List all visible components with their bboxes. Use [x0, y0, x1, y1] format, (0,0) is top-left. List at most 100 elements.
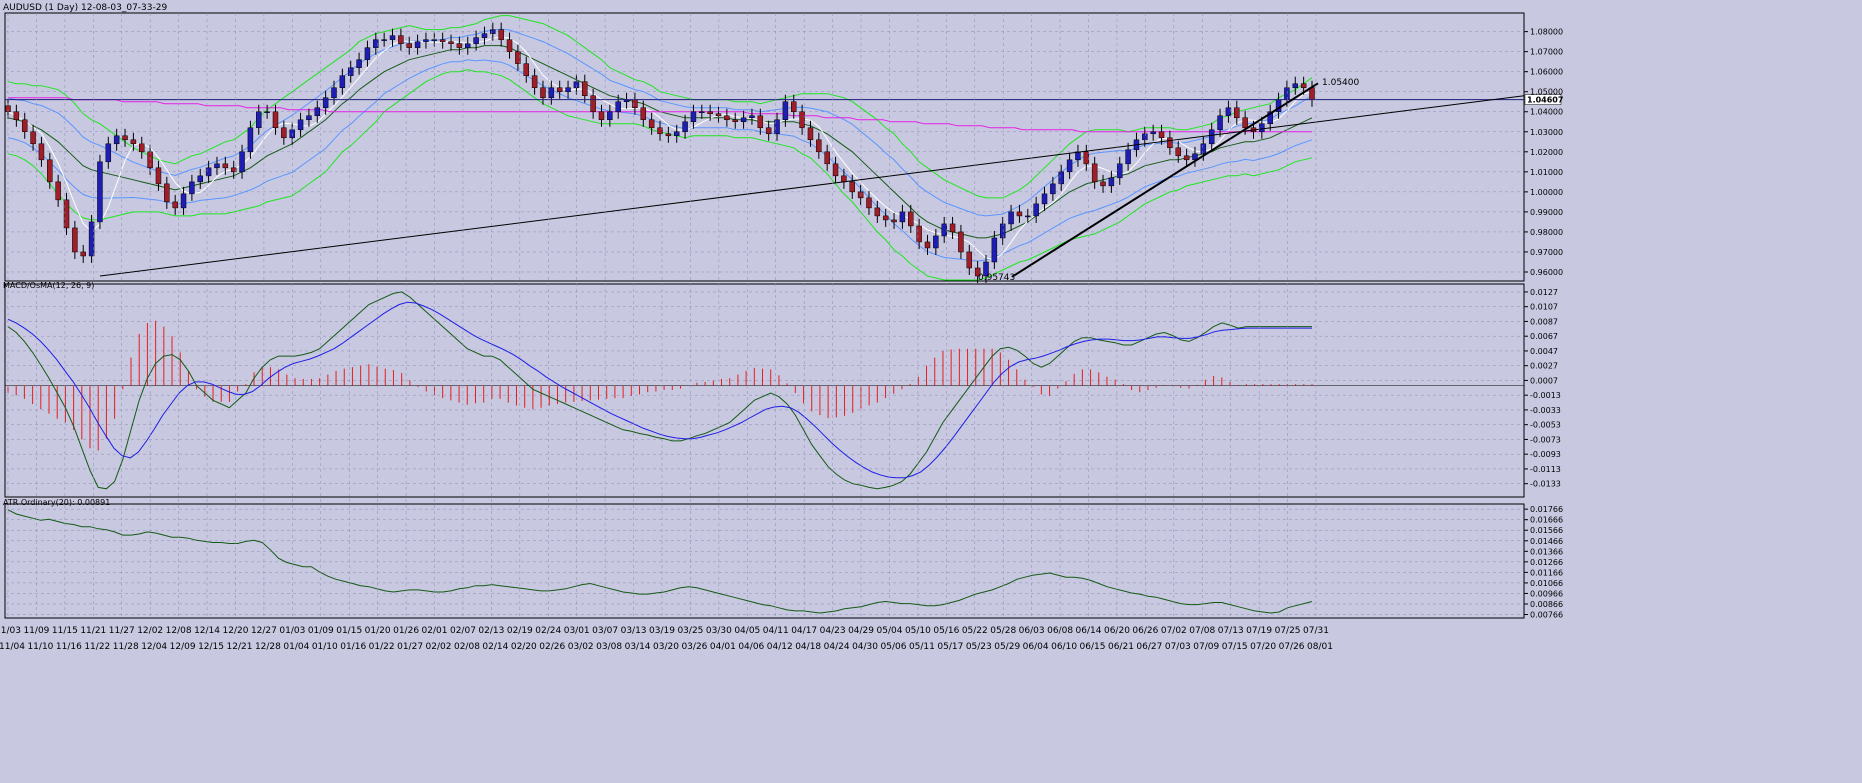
- candle-body: [314, 107, 321, 117]
- date-label: 04/24: [824, 642, 850, 652]
- candle-body: [256, 111, 262, 129]
- date-label: 11/04: [0, 642, 25, 652]
- date-label: 05/16: [933, 626, 959, 636]
- candle-body: [974, 267, 981, 277]
- candle-body: [816, 139, 822, 153]
- candle-body: [732, 119, 738, 123]
- current-price-box: [1524, 94, 1562, 105]
- date-label: 04/12: [767, 642, 793, 652]
- candle-body: [88, 221, 95, 257]
- date-label: 04/18: [795, 642, 821, 652]
- date-label: 11/15: [52, 626, 78, 636]
- candle-body: [381, 39, 387, 41]
- date-label: 12/28: [255, 642, 281, 652]
- candle-body: [615, 101, 621, 112]
- date-label: 03/20: [653, 642, 679, 652]
- date-label: 05/28: [990, 626, 1016, 636]
- price-axis-tick-label: 1.05000: [1530, 88, 1563, 97]
- candle-body: [673, 131, 680, 137]
- signal-line: [7, 301, 1312, 479]
- candle-body: [1016, 211, 1023, 217]
- candle-body: [423, 39, 429, 42]
- price-panel: [4, 12, 1525, 282]
- date-label: 05/11: [909, 642, 935, 652]
- date-label: 01/16: [340, 642, 366, 652]
- date-label: 02/14: [482, 642, 508, 652]
- candle-body: [347, 67, 354, 76]
- date-label: 12/27: [251, 626, 277, 636]
- date-label: 03/02: [568, 642, 594, 652]
- upper-outer-band: [7, 15, 1313, 199]
- candle-body: [1066, 159, 1073, 173]
- candle-body: [791, 101, 797, 112]
- candle-body: [765, 127, 772, 135]
- macd-axis-tick-label: -0.0053: [1530, 421, 1561, 430]
- candle-body: [757, 115, 764, 129]
- candle-body: [30, 131, 36, 145]
- candle-body: [214, 163, 220, 169]
- candle-body: [1309, 87, 1315, 100]
- middle-band: [7, 45, 1313, 239]
- date-label: 05/06: [881, 642, 907, 652]
- candle-body: [373, 39, 379, 48]
- date-label: 11/28: [113, 642, 139, 652]
- candle-body: [607, 111, 613, 121]
- candle-body: [699, 111, 705, 113]
- date-label: 01/04: [283, 642, 309, 652]
- candle-body: [640, 107, 647, 121]
- candle-body: [1217, 115, 1223, 131]
- candle-body: [715, 113, 722, 117]
- date-label: 03/26: [681, 642, 707, 652]
- date-label: 06/04: [1023, 642, 1049, 652]
- candle-body: [1292, 83, 1299, 88]
- date-label: 02/19: [507, 626, 533, 636]
- price-axis-tick-label: 1.04000: [1530, 108, 1563, 117]
- price-axis-tick-label: 0.99000: [1530, 208, 1563, 217]
- date-label: 01/22: [369, 642, 395, 652]
- date-label: 03/14: [625, 642, 651, 652]
- price-axis-tick-label: 1.03000: [1530, 128, 1563, 137]
- lower-outer-band: [7, 69, 1313, 281]
- candle-body: [72, 227, 78, 253]
- date-label: 01/09: [308, 626, 334, 636]
- candle-body: [908, 211, 914, 227]
- candle-body: [172, 201, 178, 209]
- candle-body: [1083, 151, 1090, 165]
- candle-body: [1284, 87, 1290, 100]
- candle-body: [648, 119, 655, 129]
- candle-body: [189, 181, 195, 195]
- date-label: 04/23: [820, 626, 846, 636]
- price-axis-tick-label: 1.01000: [1530, 168, 1563, 177]
- date-label: 06/27: [1136, 642, 1162, 652]
- date-label: 05/23: [966, 642, 992, 652]
- candle-body: [916, 225, 922, 243]
- candle-body: [774, 119, 780, 135]
- candle-body: [1041, 193, 1048, 205]
- candle-body: [690, 111, 697, 123]
- macd-axis-tick-label: 0.0127: [1530, 288, 1558, 297]
- rising-trendline: [1011, 82, 1319, 278]
- candle-body: [598, 111, 605, 121]
- candle-body: [590, 95, 596, 112]
- date-label: 01/26: [393, 626, 419, 636]
- candle-body: [13, 111, 20, 121]
- date-label: 04/30: [852, 642, 878, 652]
- candle-body: [1033, 203, 1039, 217]
- candle-body: [724, 115, 730, 121]
- price-axis-tick-label: 0.96000: [1530, 268, 1563, 277]
- candle-body: [983, 261, 989, 277]
- date-label: 07/15: [1222, 642, 1248, 652]
- candle-body: [657, 127, 663, 135]
- date-label: 07/03: [1165, 642, 1191, 652]
- candle-body: [1267, 111, 1273, 125]
- date-label: 02/01: [422, 626, 448, 636]
- candle-body: [824, 151, 830, 165]
- date-label: 02/26: [539, 642, 565, 652]
- macd-axis-tick-label: 0.0047: [1530, 347, 1558, 356]
- candle-body: [205, 167, 212, 177]
- candle-body: [556, 87, 563, 92]
- candle-body: [1208, 129, 1215, 145]
- date-label: 02/07: [450, 626, 476, 636]
- short-moving-average: [7, 36, 1313, 260]
- candle-body: [272, 111, 279, 129]
